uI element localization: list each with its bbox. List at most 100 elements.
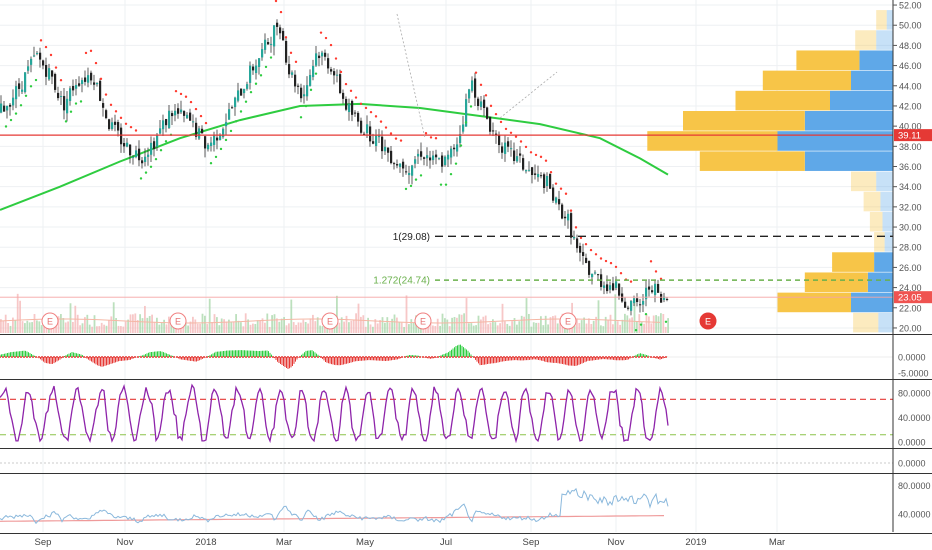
volume-bar: [206, 324, 209, 333]
candle-body: [327, 58, 330, 69]
macd-signal-dot: [551, 356, 553, 358]
time-tick-label-9: Mar: [769, 537, 785, 548]
macd-signal-dot: [392, 356, 394, 358]
candle-body: [9, 104, 12, 107]
volume-bar: [655, 315, 657, 333]
candle-body: [60, 95, 63, 97]
macd-signal-dot: [476, 356, 478, 358]
volume-bar: [124, 321, 127, 333]
earnings-marker-4: [559, 312, 577, 330]
volume-bar: [374, 319, 377, 333]
volume-bar: [607, 319, 609, 333]
volume-bar: [626, 315, 629, 333]
macd-signal-dot: [482, 356, 484, 358]
volume-bar: [535, 322, 537, 333]
macd-signal-dot: [626, 356, 628, 358]
volume-bar: [530, 326, 533, 333]
volume-bar: [405, 295, 408, 333]
profile-sell-bar: [878, 312, 893, 333]
macd-signal-dot: [647, 356, 649, 358]
volume-bar: [14, 320, 17, 333]
macd-signal-dot: [383, 356, 385, 358]
macd-signal-dot: [485, 356, 487, 358]
candle-body: [654, 283, 657, 295]
candle-body: [96, 82, 99, 85]
macd-signal-dot: [116, 356, 118, 358]
macd-signal-dot: [503, 356, 505, 358]
volume-bar: [388, 322, 391, 333]
volume-bar: [494, 322, 497, 333]
candle-body: [459, 134, 462, 143]
volume-bar: [280, 318, 283, 333]
earnings-marker-0: [41, 312, 59, 330]
candle-body: [231, 107, 234, 109]
macd-signal-dot: [170, 356, 172, 358]
earnings-label-4: E: [565, 317, 571, 327]
candle-body: [159, 128, 162, 134]
macd-signal-dot: [605, 356, 607, 358]
candle-body: [147, 154, 150, 157]
volume-bar: [516, 324, 518, 333]
volume-bar: [144, 305, 146, 333]
trend-line-a: [396, 13, 426, 139]
profile-buy-bar: [876, 10, 887, 30]
psar-dot: [159, 149, 163, 152]
volume-bar: [187, 325, 189, 333]
volume-bar: [544, 315, 547, 333]
macd-signal-dot: [263, 356, 265, 358]
candle-body: [216, 137, 219, 141]
volume-bar: [4, 314, 7, 333]
macd-signal-dot: [590, 356, 592, 358]
volume-bar: [451, 317, 453, 333]
volume-bar: [127, 319, 129, 333]
volume-bar: [640, 321, 643, 333]
candle-body: [555, 197, 558, 203]
profile-sell-bar: [851, 70, 893, 91]
macd-signal-dot: [431, 356, 433, 358]
candle-body: [363, 133, 366, 135]
candle-body: [267, 42, 270, 45]
psar-dot: [504, 127, 508, 131]
psar-dot: [134, 129, 138, 132]
volume-bar: [352, 319, 355, 333]
psar-dot: [314, 72, 318, 75]
volume-bar: [508, 325, 511, 333]
volume-bar: [648, 316, 650, 333]
candle-body: [504, 142, 507, 154]
volume-bar: [410, 319, 413, 333]
macd-signal-dot: [452, 356, 454, 358]
macd-signal-dot: [326, 356, 328, 358]
volume-bar: [580, 320, 583, 333]
candle-body: [369, 126, 372, 142]
psar-dot: [574, 226, 578, 229]
volume-bar: [290, 299, 293, 333]
macd-signal-dot: [638, 356, 640, 358]
volume-bar: [84, 317, 86, 333]
time-tick-label-3: Mar: [276, 537, 292, 548]
candle-body: [360, 120, 363, 133]
psar-dot: [339, 70, 343, 74]
macd-signal-dot: [518, 356, 520, 358]
macd-signal-dot: [152, 356, 154, 358]
candle-body: [468, 89, 471, 99]
volume-bar: [585, 323, 588, 333]
macd-signal-dot: [608, 356, 610, 358]
volume-bar: [477, 315, 480, 333]
volume-bar: [235, 314, 237, 333]
candle-body: [456, 144, 459, 152]
price-tick-label-15: 22.00: [899, 303, 922, 313]
macd-signal-dot: [188, 356, 190, 358]
psar-dot: [304, 104, 308, 108]
profile-sell-bar: [884, 232, 893, 252]
psar-dot: [559, 187, 563, 190]
macd-signal-dot: [341, 356, 343, 358]
volume-bar: [470, 323, 473, 333]
candle-body: [576, 238, 579, 249]
candle-body: [588, 260, 591, 275]
volume-bar: [12, 317, 14, 333]
volume-bar: [184, 320, 187, 333]
macd-signal-dot: [281, 356, 283, 358]
price-tick-label-3: 46.00: [899, 61, 922, 71]
candle-body: [312, 65, 315, 78]
